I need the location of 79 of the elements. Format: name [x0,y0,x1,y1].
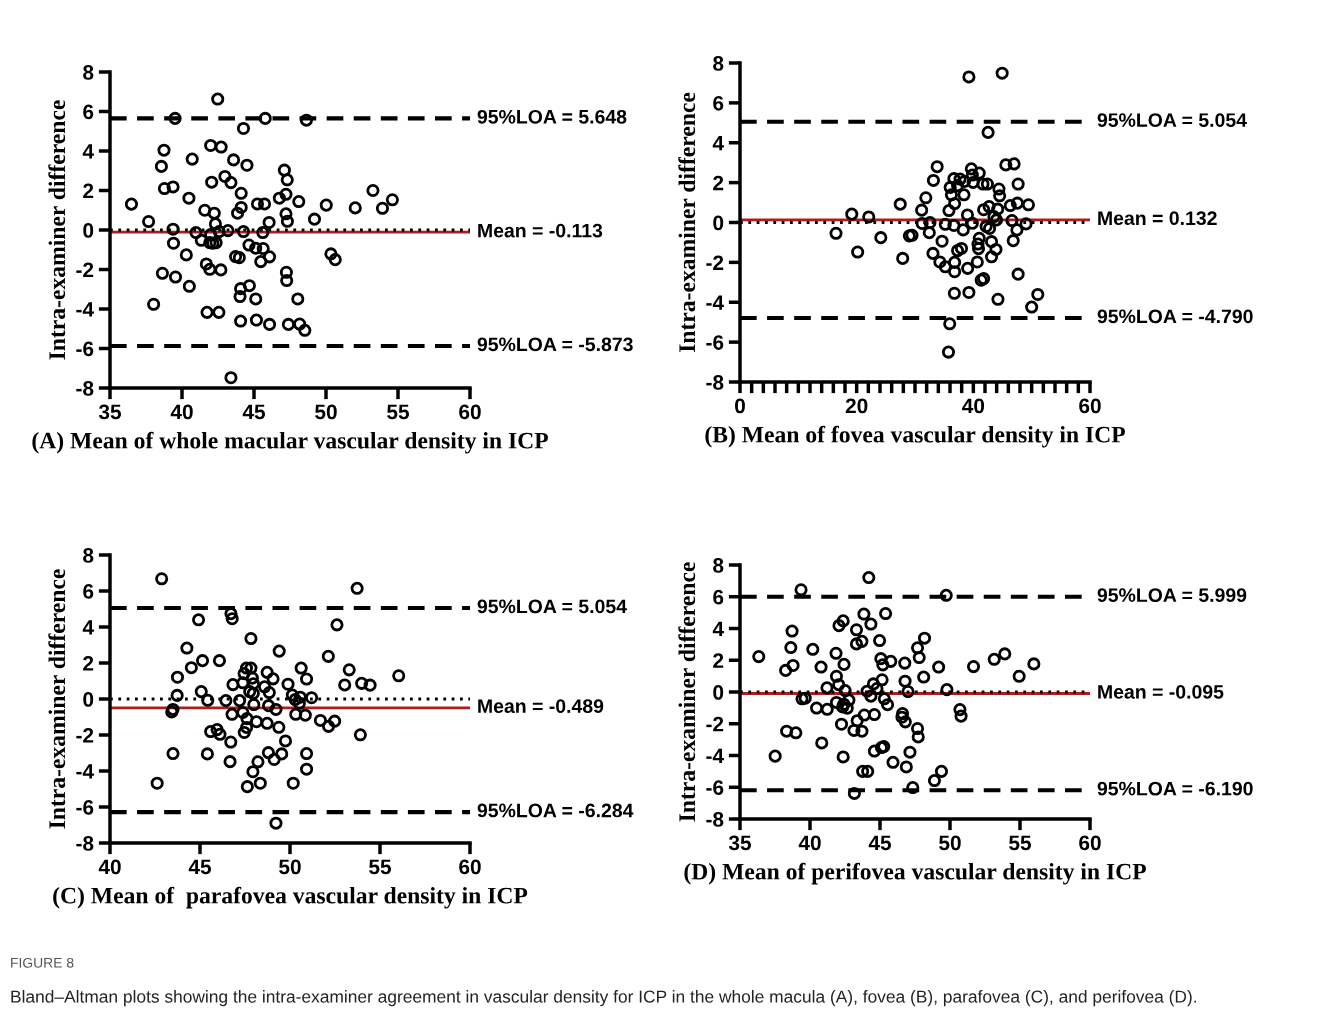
x-tick-label: 50 [279,859,301,875]
x-tick-label: 55 [1009,835,1032,851]
x-tick-label: 20 [845,398,868,414]
y-tick-label: 4 [712,135,724,151]
y-tick-label: 8 [713,558,724,573]
y-tick-label: -8 [706,812,724,827]
x-tick-label: 60 [1079,398,1101,414]
y-tick-label: -4 [706,295,724,310]
y-tick-label: -6 [706,335,724,350]
y-tick-label: 0 [713,685,724,700]
ref-line-label: Mean = 0.132 [1098,211,1217,226]
y-tick-label: 6 [83,584,94,599]
y-tick-label: 2 [83,183,94,199]
x-tick-label: 45 [242,404,266,420]
x-axis-title: (A) Mean of whole macular vascular density in ICP [32,431,548,454]
y-tick-label: -6 [76,341,94,357]
x-tick-label: 35 [98,404,122,420]
y-tick-label: 4 [82,620,94,635]
y-tick-label: 0 [83,692,94,707]
y-tick-label: -6 [76,800,94,815]
y-tick-label: -8 [76,836,94,851]
y-tick-label: -2 [76,262,94,278]
ref-line-label: 95%LOA = 5.054 [477,599,627,614]
y-tick-label: -2 [706,255,724,270]
y-axis-title: Intra-examiner difference [48,569,66,829]
y-tick-label: -6 [706,780,724,795]
x-tick-label: 45 [188,859,212,875]
ref-line-label: 95%LOA = -5.873 [477,337,633,352]
ref-line-label: 95%LOA = -4.790 [1097,309,1253,324]
x-tick-label: 45 [868,835,892,851]
x-axis-title: (D) Mean of perifovea vascular density in ICP [684,862,1146,885]
y-tick-label: 6 [83,104,94,120]
x-tick-label: 40 [170,404,193,420]
x-tick-label: 35 [728,835,752,851]
y-axis-title: Intra-examiner difference [678,562,696,822]
x-tick-label: 40 [98,859,121,875]
ref-line-label: 95%LOA = 5.999 [1097,588,1247,602]
x-tick-label: 0 [735,398,745,414]
ref-line-label: 95%LOA = 5.054 [1097,113,1247,127]
y-tick-label: 0 [83,223,94,238]
caption: FIGURE 8 [11,957,74,968]
y-tick-label: 2 [713,653,724,668]
y-tick-label: -8 [706,375,724,390]
y-tick-label: 2 [83,656,94,671]
x-tick-label: 60 [459,859,481,875]
ref-line-label: Mean = -0.489 [478,699,604,714]
y-tick-label: -4 [706,748,724,764]
ref-line-label: 95%LOA = 5.648 [477,109,627,124]
x-tick-label: 55 [387,404,410,420]
x-axis-title: (B) Mean of fovea vascular density in ICP [705,425,1125,448]
ref-line-label: Mean = -0.095 [1098,684,1224,699]
y-tick-label: 0 [713,215,724,231]
x-tick-label: 40 [962,398,985,414]
y-tick-label: -2 [706,716,724,732]
x-tick-label: 40 [798,835,821,851]
ref-line-label: 95%LOA = -6.284 [477,803,634,818]
ref-line-label: 95%LOA = -6.190 [1097,781,1253,796]
y-axis-title: Intra-examiner difference [678,92,696,353]
y-tick-label: 8 [83,548,94,563]
y-tick-label: 2 [713,175,724,191]
y-tick-label: 4 [712,621,724,637]
x-tick-label: 50 [315,404,337,420]
y-axis-title: Intra-examiner difference [48,100,66,360]
y-tick-label: 6 [713,95,724,111]
y-tick-label: -2 [76,728,94,743]
y-tick-label: 6 [713,589,724,605]
x-tick-label: 50 [939,835,961,851]
x-axis-title: (C) Mean of parafovea vascular density in ICP [53,886,528,909]
y-tick-label: 8 [713,56,724,71]
x-tick-label: 60 [459,404,481,420]
y-tick-label: -4 [76,764,94,779]
y-tick-label: 4 [82,144,94,159]
text: Bland–Altman plots showing the intra-examiner agreement in vascular density for ICP in the whole macula (A), fovea (B), parafovea (C), and perifovea (D). [11,990,1196,1007]
x-tick-label: 60 [1079,835,1101,851]
y-tick-label: 8 [83,65,94,80]
y-tick-label: -8 [76,381,94,396]
y-tick-label: -4 [76,302,94,317]
ref-line-label: Mean = -0.113 [478,223,603,238]
x-tick-label: 55 [369,859,392,875]
